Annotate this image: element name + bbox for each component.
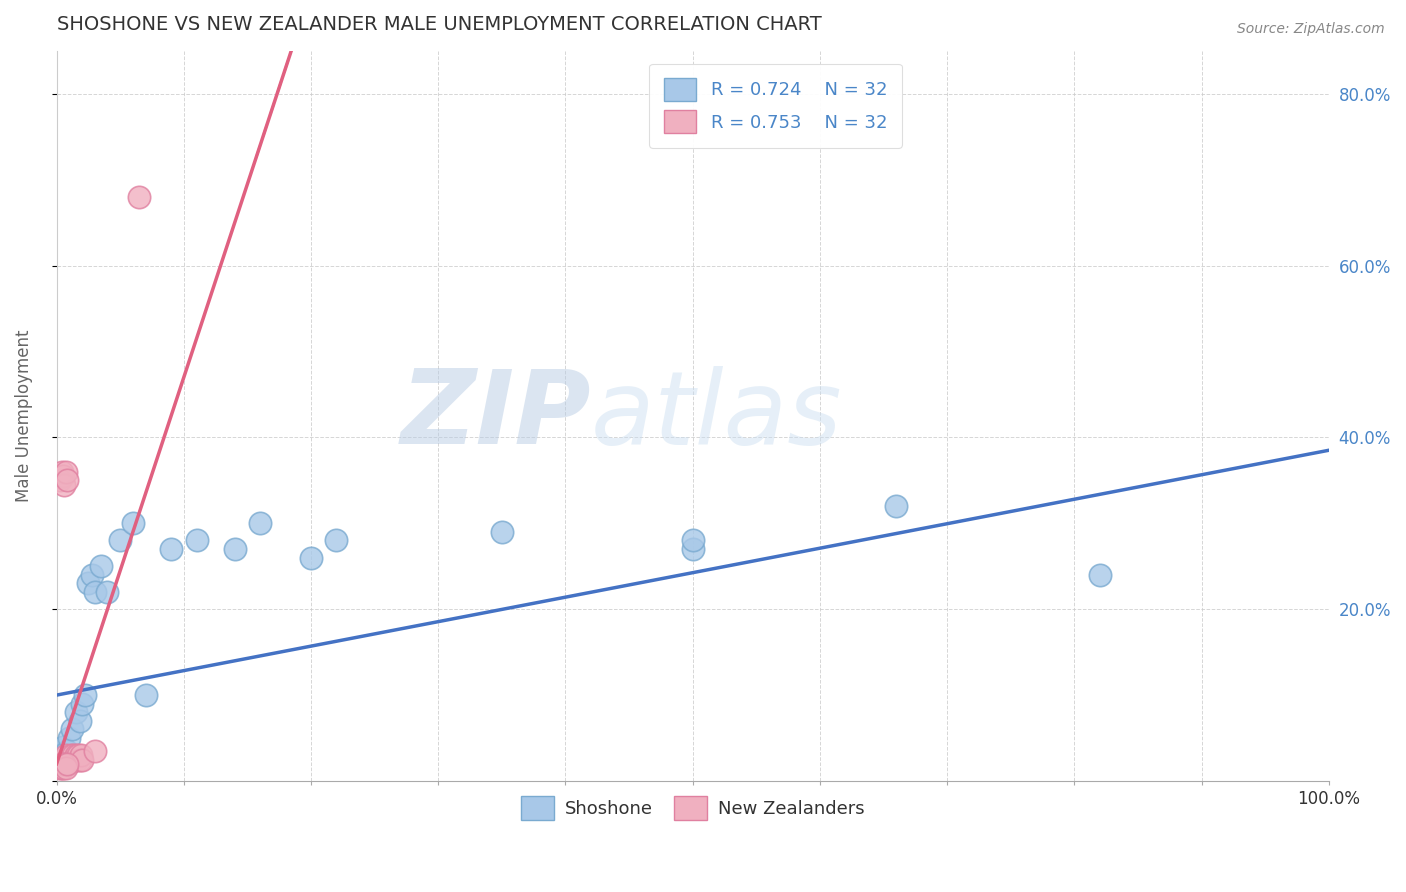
Point	[52, 761, 75, 775]
Point	[299, 550, 322, 565]
Point	[186, 533, 208, 548]
Point	[55, 761, 77, 775]
Point	[56, 752, 79, 766]
Legend: Shoshone, New Zealanders: Shoshone, New Zealanders	[515, 789, 872, 827]
Point	[122, 516, 145, 531]
Point	[59, 748, 82, 763]
Point	[53, 748, 76, 763]
Point	[90, 559, 112, 574]
Point	[60, 752, 83, 766]
Point	[69, 714, 91, 728]
Point	[69, 748, 91, 763]
Point	[55, 748, 77, 763]
Text: ZIP: ZIP	[401, 366, 591, 467]
Point	[128, 190, 150, 204]
Point	[58, 731, 80, 745]
Point	[51, 761, 73, 775]
Point	[56, 756, 79, 771]
Point	[53, 756, 76, 771]
Text: SHOSHONE VS NEW ZEALANDER MALE UNEMPLOYMENT CORRELATION CHART: SHOSHONE VS NEW ZEALANDER MALE UNEMPLOYM…	[56, 15, 821, 34]
Point	[62, 748, 84, 763]
Point	[82, 567, 104, 582]
Point	[66, 752, 89, 766]
Point	[135, 688, 157, 702]
Y-axis label: Male Unemployment: Male Unemployment	[15, 330, 32, 502]
Point	[83, 585, 105, 599]
Point	[60, 723, 83, 737]
Point	[51, 756, 73, 771]
Point	[49, 473, 72, 487]
Point	[55, 465, 77, 479]
Point	[69, 752, 91, 766]
Point	[55, 752, 77, 766]
Point	[51, 465, 73, 479]
Point	[160, 542, 183, 557]
Point	[682, 533, 704, 548]
Text: Source: ZipAtlas.com: Source: ZipAtlas.com	[1237, 22, 1385, 37]
Point	[83, 744, 105, 758]
Point	[1088, 567, 1111, 582]
Point	[53, 477, 76, 491]
Point	[49, 761, 72, 775]
Text: atlas: atlas	[591, 366, 842, 466]
Point	[110, 533, 132, 548]
Point	[52, 752, 75, 766]
Point	[49, 756, 72, 771]
Point	[63, 752, 86, 766]
Point	[491, 524, 513, 539]
Point	[224, 542, 246, 557]
Point	[65, 748, 87, 763]
Point	[52, 469, 75, 483]
Point	[56, 473, 79, 487]
Point	[67, 748, 90, 763]
Point	[52, 739, 75, 754]
Point	[56, 744, 79, 758]
Point	[249, 516, 271, 531]
Point	[51, 756, 73, 771]
Point	[77, 576, 100, 591]
Point	[884, 499, 907, 513]
Point	[49, 748, 72, 763]
Point	[325, 533, 347, 548]
Point	[73, 688, 96, 702]
Point	[58, 752, 80, 766]
Point	[70, 697, 93, 711]
Point	[53, 756, 76, 771]
Point	[96, 585, 118, 599]
Point	[56, 756, 79, 771]
Point	[65, 706, 87, 720]
Point	[70, 752, 93, 766]
Point	[682, 542, 704, 557]
Point	[56, 756, 79, 771]
